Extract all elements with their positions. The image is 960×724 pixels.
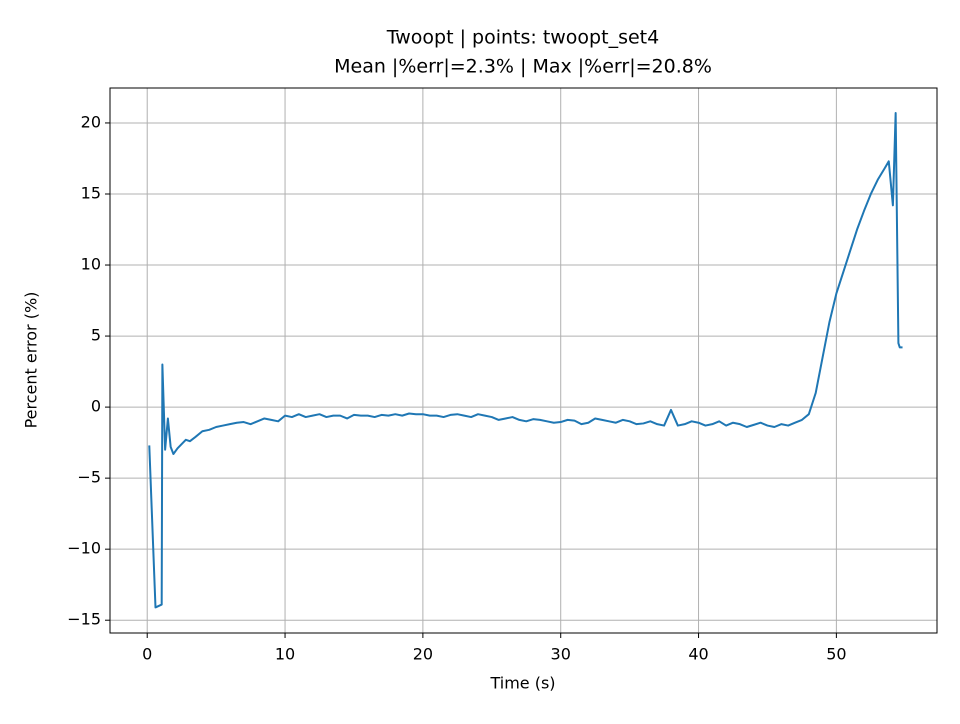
x-tick-label: 0 bbox=[142, 645, 152, 664]
x-axis-label: Time (s) bbox=[489, 674, 555, 693]
y-tick-label: 15 bbox=[81, 183, 101, 202]
x-tick-label: 10 bbox=[275, 645, 295, 664]
plot-frame bbox=[109, 87, 938, 634]
y-tick-label: 20 bbox=[81, 112, 101, 131]
y-axis-label: Percent error (%) bbox=[22, 292, 41, 429]
x-tick-label: 20 bbox=[413, 645, 433, 664]
x-tick-label: 30 bbox=[551, 645, 571, 664]
y-tick-label: −5 bbox=[77, 468, 101, 487]
chart-subtitle: Mean |%err|=2.3% | Max |%err|=20.8% bbox=[334, 56, 712, 78]
y-tick-label: −15 bbox=[67, 610, 101, 629]
y-tick-label: 0 bbox=[91, 397, 101, 416]
y-tick-label: 5 bbox=[91, 326, 101, 345]
chart-title: Twoopt | points: twoopt_set4 bbox=[386, 27, 659, 49]
y-tick-label: 10 bbox=[81, 255, 101, 274]
x-tick-label: 50 bbox=[826, 645, 846, 664]
x-tick-label: 40 bbox=[688, 645, 708, 664]
data-line bbox=[148, 112, 903, 609]
y-tick-label: −10 bbox=[67, 539, 101, 558]
